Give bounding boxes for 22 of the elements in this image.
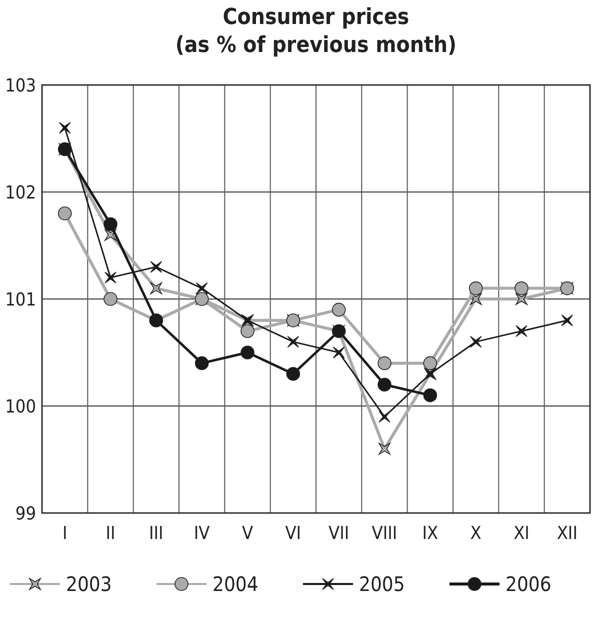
x-tick-label: XI: [514, 523, 530, 544]
x-tick-label: X: [470, 523, 482, 544]
x-tick-label: III: [149, 523, 164, 544]
x-tick-label: II: [106, 523, 116, 544]
chart-title: Consumer prices (as % of previous month): [175, 5, 457, 58]
y-tick-label: 99: [15, 503, 36, 524]
x-tick-label: V: [242, 523, 254, 544]
y-tick-label: 103: [5, 75, 36, 96]
x-tick-label: VII: [328, 523, 350, 544]
x-tick-label: IX: [422, 523, 438, 544]
legend-label: 2004: [212, 572, 258, 596]
x-tick-label: I: [62, 523, 68, 544]
x-tick-label: VI: [285, 523, 302, 544]
x-tick-label: IV: [194, 523, 210, 544]
x-tick-label: XII: [556, 523, 578, 544]
x-tick-label: VIII: [372, 523, 398, 544]
y-tick-label: 102: [5, 182, 36, 204]
legend-label: 2005: [359, 572, 405, 596]
legend-label: 2003: [66, 572, 112, 596]
y-tick-label: 101: [5, 289, 36, 310]
legend-label: 2006: [506, 572, 552, 596]
y-tick-label: 100: [5, 396, 36, 418]
